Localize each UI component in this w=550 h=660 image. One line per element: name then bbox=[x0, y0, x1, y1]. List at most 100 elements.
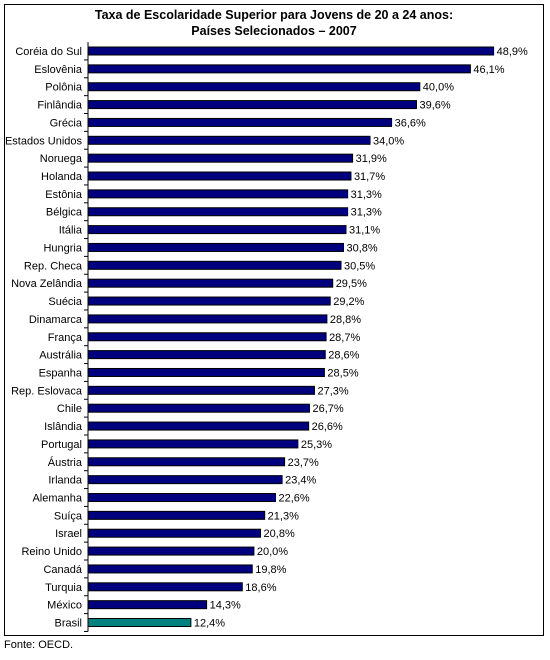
value-label-finlandia: 39,6% bbox=[419, 100, 450, 112]
value-label-holanda: 31,7% bbox=[354, 171, 385, 183]
bar-italia bbox=[87, 225, 347, 235]
category-label-belgica: Bélgica bbox=[46, 207, 83, 219]
category-label-reino-unido: Reino Unido bbox=[21, 546, 82, 558]
category-label-alemanha: Alemanha bbox=[32, 493, 82, 505]
bar-suica bbox=[87, 510, 266, 520]
bar-israel bbox=[87, 528, 262, 538]
value-label-rep-checa: 30,5% bbox=[344, 260, 375, 272]
bar-eslovenia bbox=[87, 64, 471, 74]
category-label-chile: Chile bbox=[57, 403, 82, 415]
bar-chile bbox=[87, 403, 310, 413]
value-label-suica: 21,3% bbox=[268, 510, 299, 522]
bar-franca bbox=[87, 332, 327, 342]
value-label-rep-eslovaca: 27,3% bbox=[317, 385, 348, 397]
category-label-holanda: Holanda bbox=[41, 171, 83, 183]
category-label-coreia-do-sul: Coréia do Sul bbox=[15, 46, 82, 58]
bar-finlandia bbox=[87, 100, 417, 110]
category-label-noruega: Noruega bbox=[40, 153, 83, 165]
value-label-chile: 26,7% bbox=[312, 403, 343, 415]
bar-portugal bbox=[87, 439, 299, 449]
category-label-islandia: Islândia bbox=[44, 421, 83, 433]
category-label-mexico: México bbox=[47, 600, 82, 612]
category-label-portugal: Portugal bbox=[41, 439, 82, 451]
bar-austria bbox=[87, 457, 286, 467]
category-label-australia: Austrália bbox=[39, 350, 83, 362]
category-label-estonia: Estônia bbox=[45, 189, 83, 201]
value-label-franca: 28,7% bbox=[329, 332, 360, 344]
bar-nova-zelandia bbox=[87, 278, 334, 288]
category-label-polonia: Polônia bbox=[45, 82, 83, 94]
value-label-dinamarca: 28,8% bbox=[330, 314, 361, 326]
bar-grecia bbox=[87, 117, 393, 127]
category-label-hungria: Hungria bbox=[43, 242, 82, 254]
value-label-islandia: 26,6% bbox=[312, 421, 343, 433]
value-label-polonia: 40,0% bbox=[423, 82, 454, 94]
category-label-suecia: Suécia bbox=[48, 296, 83, 308]
category-label-franca: França bbox=[48, 332, 83, 344]
category-label-turquia: Turquia bbox=[45, 582, 83, 594]
bar-hungria bbox=[87, 242, 344, 252]
bar-alemanha bbox=[87, 493, 276, 502]
category-label-nova-zelandia: Nova Zelândia bbox=[11, 278, 83, 290]
source-note: Fonte: OECD. bbox=[4, 639, 74, 651]
bar-noruega bbox=[87, 153, 354, 163]
bar-estados-unidos bbox=[87, 135, 371, 145]
category-label-italia: Itália bbox=[59, 225, 83, 237]
chart-title-line-2: Países Selecionados – 2007 bbox=[191, 24, 357, 38]
value-label-espanha: 28,5% bbox=[327, 367, 358, 379]
value-label-estonia: 31,3% bbox=[351, 189, 382, 201]
bar-turquia bbox=[87, 582, 243, 592]
category-label-austria: Áustria bbox=[48, 456, 83, 469]
bar-rep-eslovaca bbox=[87, 385, 315, 395]
bar-polonia bbox=[87, 82, 421, 92]
bar-belgica bbox=[87, 207, 349, 217]
bar-coreia-do-sul bbox=[87, 46, 495, 56]
bar-estonia bbox=[87, 189, 349, 199]
value-label-israel: 20,8% bbox=[264, 528, 295, 540]
category-label-grecia: Grécia bbox=[50, 117, 83, 129]
value-label-alemanha: 22,6% bbox=[278, 493, 309, 505]
value-label-mexico: 14,3% bbox=[210, 600, 241, 612]
category-label-finlandia: Finlândia bbox=[37, 100, 83, 112]
bar-irlanda bbox=[87, 475, 283, 485]
chart-title-line-1: Taxa de Escolaridade Superior para Joven… bbox=[94, 8, 454, 22]
bar-rep-checa bbox=[87, 260, 342, 270]
category-label-rep-eslovaca: Rep. Eslovaca bbox=[11, 385, 83, 397]
value-label-estados-unidos: 34,0% bbox=[373, 135, 404, 147]
value-label-australia: 28,6% bbox=[328, 350, 359, 362]
value-label-turquia: 18,6% bbox=[245, 582, 276, 594]
category-label-suica: Suíça bbox=[54, 510, 83, 522]
bar-holanda bbox=[87, 171, 352, 181]
bar-mexico bbox=[87, 600, 208, 610]
value-label-austria: 23,7% bbox=[288, 457, 319, 469]
category-label-espanha: Espanha bbox=[39, 367, 83, 379]
category-label-brasil: Brasil bbox=[54, 618, 82, 630]
bar-espanha bbox=[87, 367, 325, 377]
bar-australia bbox=[87, 350, 326, 360]
bar-brasil bbox=[87, 618, 192, 628]
category-label-israel: Israel bbox=[55, 528, 82, 540]
bar-reino-unido bbox=[87, 546, 255, 556]
value-label-hungria: 30,8% bbox=[346, 242, 377, 254]
value-label-reino-unido: 20,0% bbox=[257, 546, 288, 558]
category-label-rep-checa: Rep. Checa bbox=[24, 260, 83, 272]
bar-islandia bbox=[87, 421, 310, 431]
category-label-dinamarca: Dinamarca bbox=[29, 314, 83, 326]
value-label-eslovenia: 46,1% bbox=[473, 64, 504, 76]
category-label-canada: Canadá bbox=[43, 564, 82, 576]
value-label-belgica: 31,3% bbox=[351, 207, 382, 219]
value-label-coreia-do-sul: 48,9% bbox=[497, 46, 528, 58]
value-label-italia: 31,1% bbox=[349, 225, 380, 237]
category-label-eslovenia: Eslovênia bbox=[34, 64, 83, 76]
value-label-canada: 19,8% bbox=[255, 564, 286, 576]
category-label-estados-unidos: Estados Unidos bbox=[5, 135, 83, 147]
bar-suecia bbox=[87, 296, 331, 306]
bar-canada bbox=[87, 564, 253, 574]
value-label-portugal: 25,3% bbox=[301, 439, 332, 451]
value-label-nova-zelandia: 29,5% bbox=[336, 278, 367, 290]
value-label-irlanda: 23,4% bbox=[285, 475, 316, 487]
chart-title: Taxa de Escolaridade Superior para Joven… bbox=[4, 7, 544, 39]
value-label-noruega: 31,9% bbox=[356, 153, 387, 165]
category-label-irlanda: Irlanda bbox=[48, 475, 83, 487]
